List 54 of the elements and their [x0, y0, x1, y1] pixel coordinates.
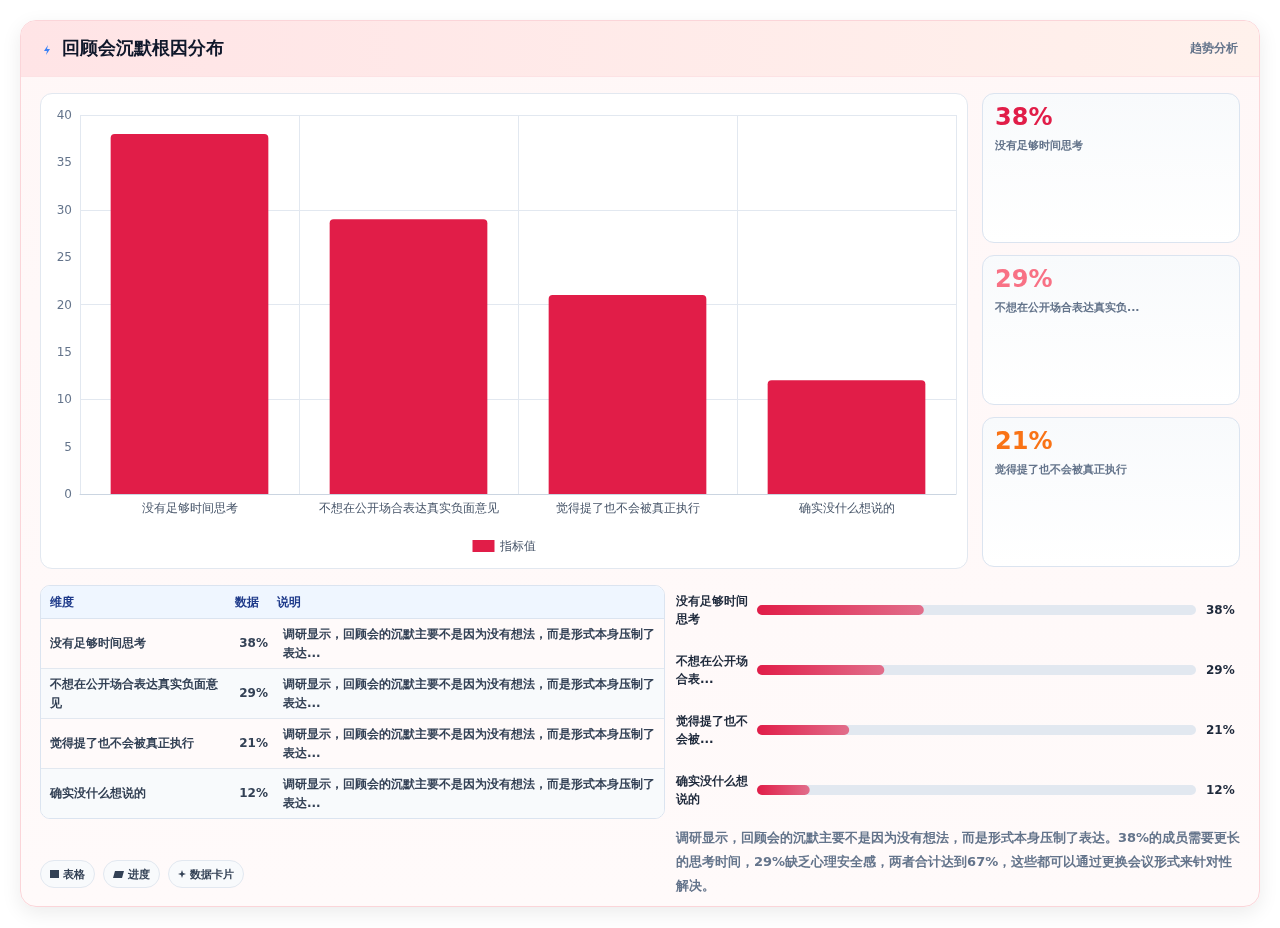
y-tick-label: 10 — [56, 392, 72, 407]
text: 进度 — [128, 866, 150, 882]
y-tick-label: 20 — [56, 297, 72, 312]
bar — [110, 133, 269, 494]
y-tick-label: 确实没什么想说的 — [675, 774, 749, 806]
legend-label: 指标值 — [498, 539, 536, 553]
y-tick-label: 0 — [64, 487, 72, 501]
data-label: 29% — [238, 685, 269, 702]
text: 38% — [995, 103, 1053, 131]
text: 不想在公开场合表达真实负... — [995, 300, 1140, 315]
data-label: 21% — [1206, 723, 1235, 737]
category-label: 不想在公开场合表达真实负面意见 — [49, 675, 219, 712]
y-tick-label: 没有足够时间思考 — [675, 594, 748, 626]
chart-title: 回顾会沉默根因分布 — [62, 36, 224, 60]
text: 没有足够时间思考 — [995, 138, 1083, 153]
data-label: 38% — [238, 635, 269, 652]
bar — [767, 380, 926, 494]
y-tick-label: 40 — [56, 108, 72, 122]
y-tick-label: 30 — [56, 202, 72, 217]
x-tick-label: 觉得提了也不会被真正执行 — [555, 501, 700, 515]
text: 表格 — [63, 866, 85, 882]
text: 维度 — [49, 593, 75, 611]
y-tick-label: 觉得提了也不会被... — [675, 714, 748, 746]
bar — [329, 219, 488, 494]
text: 觉得提了也不会被真正执行 — [995, 462, 1127, 477]
text: 21% — [995, 427, 1053, 455]
text: 数据卡片 — [190, 866, 234, 882]
text: 调研显示，回顾会的沉默主要不是因为没有想法，而是形式本身压制了表达... — [283, 675, 656, 712]
bar — [757, 725, 850, 735]
text: 调研显示，回顾会的沉默主要不是因为没有想法，而是形式本身压制了表达... — [283, 725, 656, 762]
data-label: 38% — [1206, 603, 1235, 617]
y-tick-label: 35 — [56, 155, 72, 170]
y-tick-label: 25 — [56, 250, 72, 265]
data-label: 29% — [1206, 663, 1235, 677]
y-tick-label: 5 — [64, 439, 72, 454]
text: 趋势分析 — [1190, 40, 1238, 57]
x-tick-label: 确实没什么想说的 — [797, 501, 895, 515]
data-label: 21% — [238, 735, 269, 752]
text: 说明 — [277, 593, 302, 611]
y-tick-label: 15 — [56, 344, 72, 359]
text: 29% — [995, 265, 1053, 293]
data-label: 12% — [1206, 783, 1235, 797]
y-tick-label: 不想在公开场合表... — [675, 654, 748, 686]
x-tick-label: 没有足够时间思考 — [141, 501, 238, 515]
x-tick-label: 不想在公开场合表达真实负面意见 — [318, 501, 499, 515]
text: 数据 — [235, 593, 260, 611]
bar — [757, 785, 810, 795]
bar — [757, 665, 885, 675]
data-label: 12% — [238, 785, 269, 802]
bar — [548, 295, 707, 494]
category-label: 觉得提了也不会被真正执行 — [49, 735, 195, 752]
text: 调研显示，回顾会的沉默主要不是因为没有想法，而是形式本身压制了表达... — [283, 625, 656, 662]
text: 调研显示，回顾会的沉默主要不是因为没有想法，而是形式本身压制了表达... — [283, 775, 656, 812]
text: 调研显示，回顾会的沉默主要不是因为没有想法，而是形式本身压制了表达。38%的成员需要更长的思考时间，29%缺乏心理安全感，两者合计达到67%，这些都可以通过更换会议形式来针对性解决。 — [676, 829, 1242, 895]
